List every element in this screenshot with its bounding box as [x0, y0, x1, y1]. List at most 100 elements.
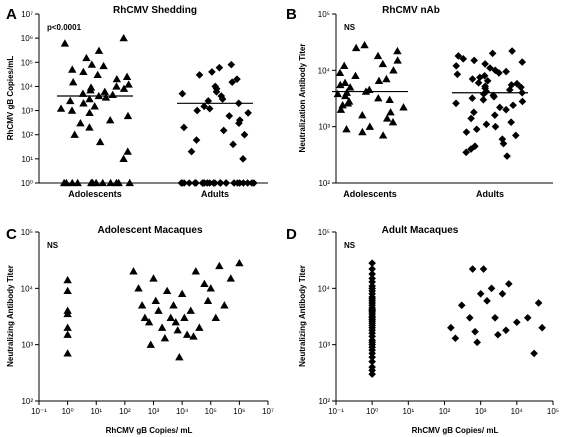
data-point	[470, 108, 478, 117]
category-label: Adolescents	[68, 189, 122, 199]
data-point	[502, 67, 510, 76]
data-point	[95, 137, 105, 146]
data-point	[122, 72, 132, 80]
data-point	[393, 46, 402, 55]
y-tick-label: 10²	[21, 131, 33, 140]
data-point	[235, 258, 244, 267]
data-point	[530, 349, 538, 358]
data-point	[218, 95, 227, 103]
x-tick-label: 10⁷	[262, 407, 274, 416]
data-point	[63, 330, 72, 338]
data-point	[468, 265, 477, 273]
x-tick-label: 10¹	[403, 407, 415, 416]
data-point	[378, 59, 387, 68]
data-point	[87, 60, 97, 68]
x-tick-label: 10⁰	[62, 407, 74, 416]
data-point	[220, 301, 229, 309]
data-point	[112, 82, 121, 90]
y-tick-label: 10³	[21, 341, 33, 350]
y-tick-label: 10⁵	[318, 10, 330, 19]
data-point	[106, 178, 115, 187]
data-point	[476, 73, 484, 82]
data-point	[378, 131, 388, 139]
data-point	[523, 313, 532, 322]
data-point	[244, 109, 252, 117]
panel-letter: A	[6, 6, 17, 23]
y-tick-label: 10⁴	[21, 284, 34, 293]
data-point	[490, 92, 498, 101]
x-tick-label: 10⁻¹	[31, 407, 47, 416]
data-point	[360, 40, 369, 49]
data-point	[189, 332, 198, 340]
data-point	[209, 179, 218, 187]
stat-annotation: NS	[47, 241, 59, 250]
data-point	[68, 77, 78, 86]
data-point	[250, 179, 258, 187]
data-point	[178, 89, 187, 98]
data-point	[90, 102, 99, 110]
data-point	[385, 95, 394, 103]
data-point	[228, 78, 236, 86]
data-point	[342, 125, 351, 133]
panel-title: Adolescent Macaques	[97, 225, 202, 236]
data-point	[476, 289, 485, 298]
data-point	[479, 95, 488, 104]
data-point	[98, 178, 107, 187]
data-point	[101, 93, 111, 101]
panel-letter: B	[286, 6, 297, 23]
data-point	[374, 94, 383, 102]
data-point	[480, 71, 489, 80]
data-point	[63, 349, 72, 357]
data-point	[454, 52, 463, 60]
x-tick-label: 10³	[475, 407, 487, 416]
data-point	[393, 56, 402, 64]
data-point	[192, 179, 200, 187]
data-point	[186, 306, 195, 314]
x-tick-label: 10⁰	[366, 407, 378, 416]
data-point	[507, 118, 515, 127]
data-point	[481, 60, 489, 68]
data-point	[498, 289, 507, 298]
stat-annotation: p<0.0001	[47, 23, 82, 32]
data-point	[482, 120, 491, 129]
data-point	[162, 286, 172, 295]
panel-title: RhCMV Shedding	[113, 5, 197, 16]
data-point	[240, 130, 249, 139]
y-axis-label: Neutralization Antibody Titer	[298, 44, 307, 153]
data-point	[368, 370, 376, 378]
data-point	[67, 106, 77, 114]
data-point	[76, 118, 85, 127]
category-label: Adolescents	[343, 189, 397, 199]
data-point	[483, 297, 491, 305]
y-tick-label: 10⁰	[21, 179, 33, 188]
stat-annotation: NS	[344, 241, 356, 250]
data-point	[498, 135, 507, 143]
data-point	[217, 92, 226, 100]
data-point	[336, 80, 345, 89]
data-point	[453, 70, 462, 79]
data-point	[447, 323, 455, 332]
data-point	[112, 74, 122, 83]
data-point	[479, 265, 488, 273]
data-point	[473, 338, 481, 347]
data-point	[215, 261, 224, 270]
data-point	[462, 128, 471, 136]
category-label: Adults	[201, 189, 229, 199]
x-tick-label: 10⁶	[233, 407, 245, 416]
data-point	[154, 306, 163, 314]
data-point	[211, 313, 220, 321]
data-point	[178, 179, 186, 187]
panel-c: C Adolescent Macaques 10² 10³ 10⁴ 10⁵ Neutrali…	[6, 225, 274, 435]
data-point	[166, 313, 175, 321]
data-point	[235, 119, 243, 127]
data-point	[85, 94, 94, 103]
y-tick-label: 10⁶	[21, 34, 33, 43]
data-point	[219, 126, 228, 135]
data-point	[63, 323, 72, 331]
data-point	[203, 296, 213, 304]
data-point	[513, 318, 521, 327]
data-point	[479, 90, 488, 98]
data-point	[79, 67, 88, 76]
x-tick-label: 10¹	[90, 407, 102, 416]
panel-a: A RhCMV Shedding 10⁰ 10¹ 10² 10³ 10⁴ 10⁵ 10⁶ 10⁷ R…	[6, 5, 268, 199]
